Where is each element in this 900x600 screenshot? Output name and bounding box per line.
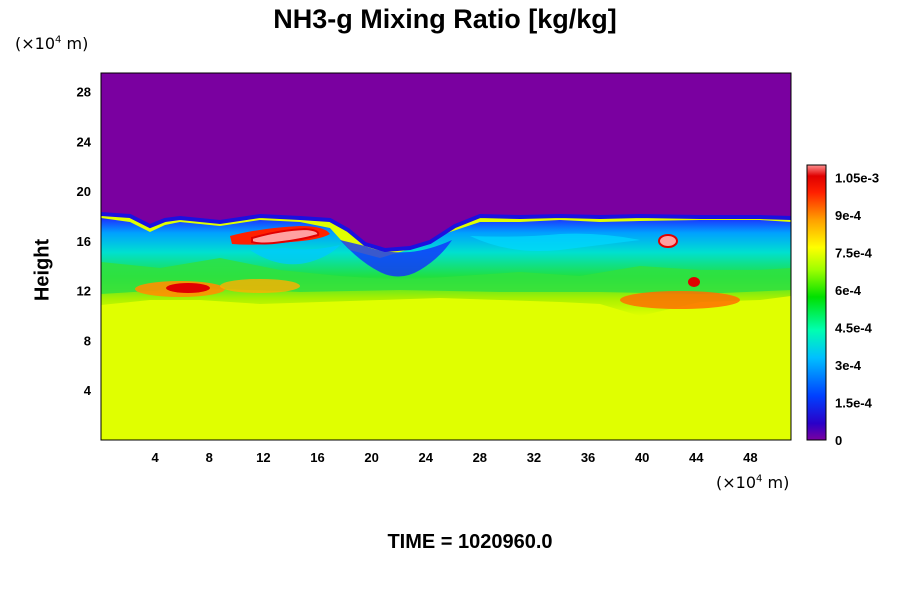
y-tick-label: 20 xyxy=(77,184,91,199)
x-tick-label: 28 xyxy=(473,450,487,465)
heatmap-hotspot xyxy=(251,227,320,245)
y-tick-label: 16 xyxy=(77,234,91,249)
x-axis-unit: (×104 m) xyxy=(716,473,790,492)
colorbar-tick-label: 3e-4 xyxy=(835,358,862,373)
heatmap-blue-eddy xyxy=(340,240,452,277)
heatmap-hotspot xyxy=(658,234,678,248)
x-tick-label: 44 xyxy=(689,450,704,465)
heatmap-hotspot xyxy=(688,277,700,287)
x-tick-label: 16 xyxy=(310,450,324,465)
x-tick-label: 24 xyxy=(418,450,433,465)
y-tick-label: 28 xyxy=(77,85,91,100)
y-tick-label: 12 xyxy=(77,284,91,299)
x-tick-label: 4 xyxy=(152,450,160,465)
x-tick-label: 40 xyxy=(635,450,649,465)
colorbar-tick-label: 0 xyxy=(835,433,842,448)
y-tick-label: 4 xyxy=(84,383,92,398)
x-axis-ticks: 4 8 12 16 20 24 28 32 36 40 44 48 xyxy=(152,450,758,465)
colorbar xyxy=(806,164,827,441)
heatmap-orange-patch xyxy=(220,279,300,293)
x-tick-label: 12 xyxy=(256,450,270,465)
x-tick-label: 48 xyxy=(743,450,757,465)
y-axis-unit: (×104 m) xyxy=(15,34,89,53)
heatmap-cyan-eddy xyxy=(250,245,340,265)
y-tick-label: 8 xyxy=(84,333,91,348)
colorbar-tick-label: 1.5e-4 xyxy=(835,396,873,411)
colorbar-tick-label: 9e-4 xyxy=(835,208,862,223)
heatmap-cyan-eddy xyxy=(470,233,640,252)
colorbar-tick-label: 7.5e-4 xyxy=(835,246,873,261)
time-label: TIME = 1020960.0 xyxy=(387,531,553,553)
colorbar-tick-label: 1.05e-3 xyxy=(835,171,879,186)
heatmap-field xyxy=(101,73,791,440)
heatmap-orange-patch xyxy=(620,291,740,309)
x-tick-label: 20 xyxy=(364,450,378,465)
heatmap-boundary xyxy=(101,212,791,253)
x-tick-label: 8 xyxy=(206,450,213,465)
heatmap-hotspot xyxy=(166,283,210,293)
plot-frame xyxy=(100,72,792,441)
colorbar-ticks: 0 1.5e-4 3e-4 4.5e-4 6e-4 7.5e-4 9e-4 1.05e-3 xyxy=(835,171,879,449)
y-axis-ticks: 4 8 12 16 20 24 28 xyxy=(77,85,92,399)
y-tick-label: 24 xyxy=(77,134,92,149)
chart-title: NH3-g Mixing Ratio [kg/kg] xyxy=(273,4,617,34)
x-tick-label: 36 xyxy=(581,450,595,465)
colorbar-tick-label: 6e-4 xyxy=(835,283,862,298)
x-tick-label: 32 xyxy=(527,450,541,465)
heatmap-upper-region xyxy=(101,73,791,250)
colorbar-tick-label: 4.5e-4 xyxy=(835,321,873,336)
